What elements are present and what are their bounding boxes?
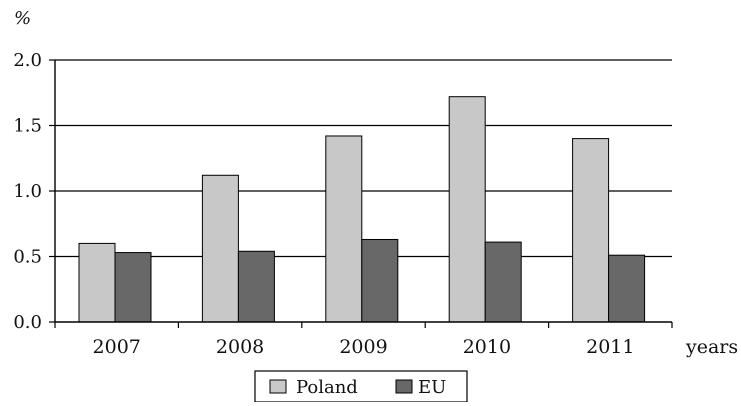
- bar-eu-2011: [608, 254, 646, 323]
- bars: [78, 96, 646, 323]
- x-axis-label: years: [685, 336, 738, 358]
- bar-eu-2007: [114, 252, 152, 323]
- bar-poland-2008: [201, 174, 239, 323]
- x-tick-label: 2007: [93, 336, 141, 358]
- bar-eu-2009: [361, 238, 399, 323]
- axis-labels: % years: [14, 8, 738, 358]
- legend: Poland EU: [254, 370, 468, 403]
- y-axis-label: %: [14, 8, 31, 29]
- bar-poland-2009: [325, 135, 363, 323]
- x-tick-label: 2009: [339, 336, 387, 358]
- bar-poland-2010: [448, 96, 486, 323]
- y-tick-label: 2.0: [13, 50, 42, 71]
- x-tick-label: 2008: [216, 336, 264, 358]
- legend-box: [254, 370, 468, 403]
- bar-eu-2010: [484, 241, 522, 323]
- x-tick-label: 2010: [463, 336, 511, 358]
- x-tick-label: 2011: [586, 336, 634, 358]
- y-tick-label: 0.0: [13, 312, 42, 333]
- legend-swatch-poland: [269, 379, 287, 394]
- axes: 0.0 0.5 1.0 1.5 2.0 2007 2008 2009 2010 2011: [13, 50, 673, 358]
- bar-eu-2008: [237, 250, 275, 323]
- legend-label-poland: Poland: [296, 377, 358, 398]
- bar-poland-2007: [78, 242, 116, 323]
- y-tick-label: 0.5: [13, 247, 42, 268]
- y-tick-label: 1.0: [13, 181, 42, 202]
- legend-label-eu: EU: [418, 377, 446, 398]
- legend-swatch-eu: [395, 379, 413, 394]
- bar-poland-2011: [572, 138, 610, 323]
- y-tick-label: 1.5: [13, 116, 42, 137]
